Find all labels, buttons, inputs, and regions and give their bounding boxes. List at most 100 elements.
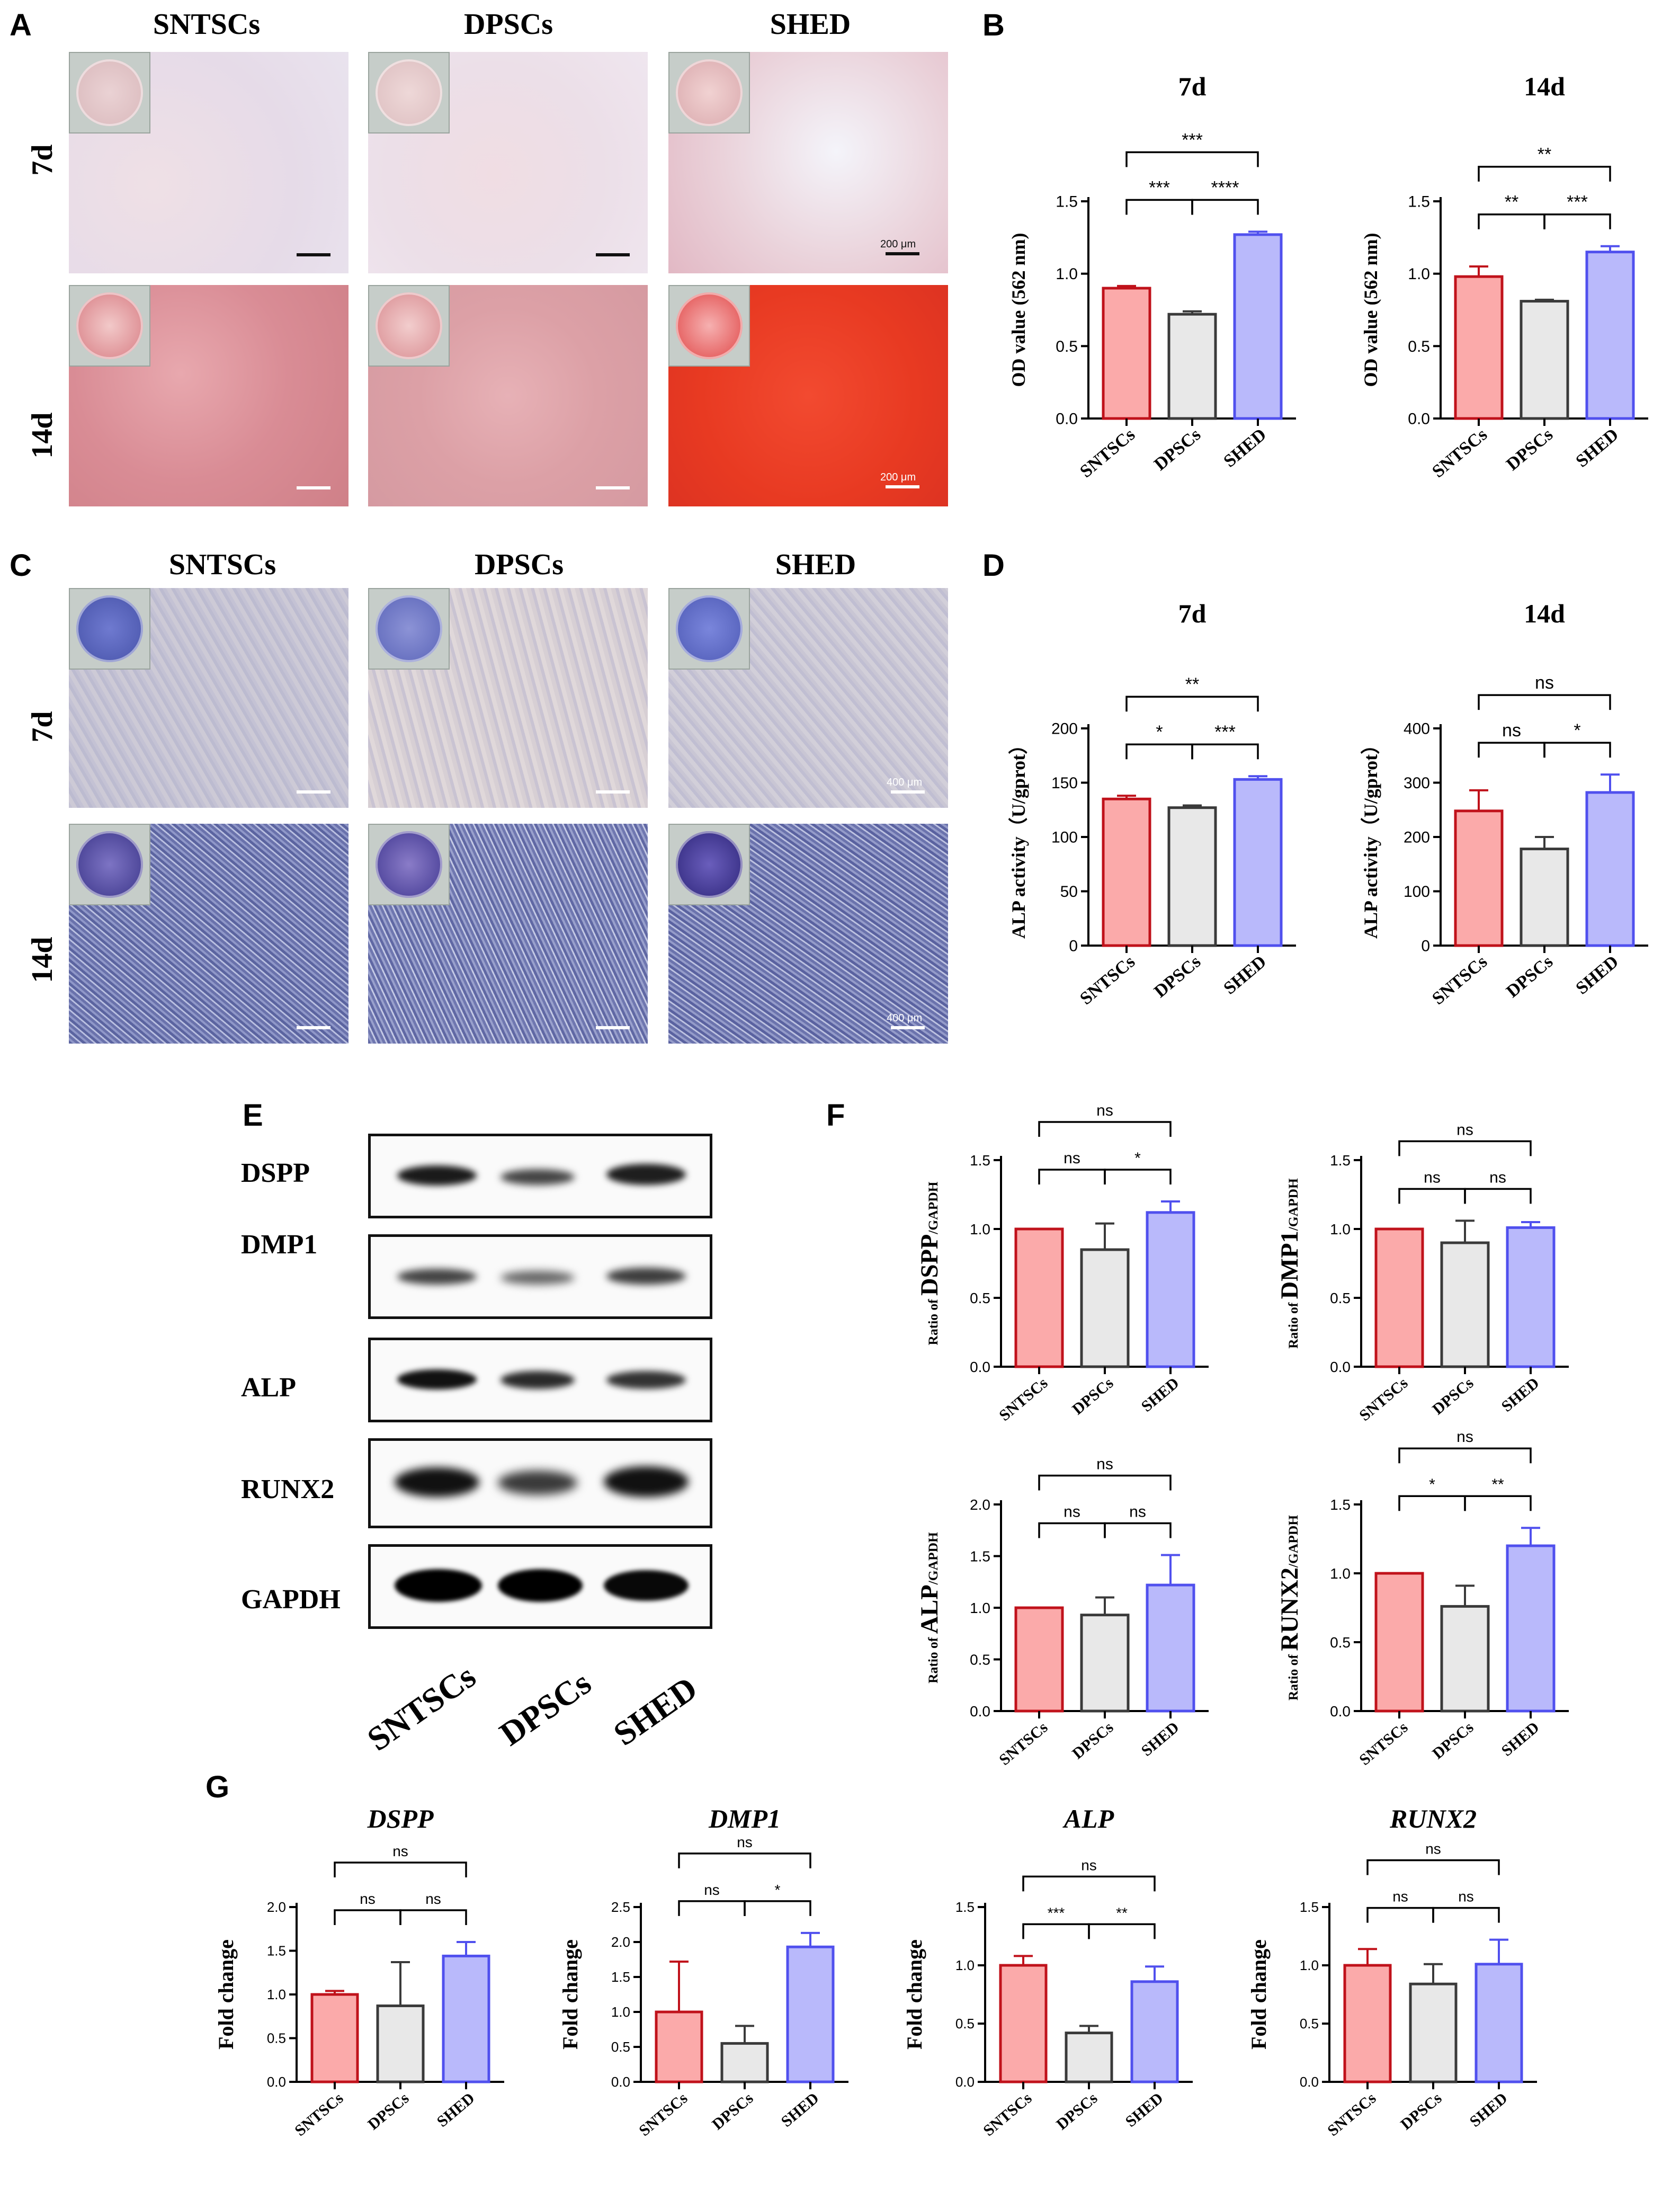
panel-label-e: E [243, 1098, 263, 1133]
chart-title: 14d [1524, 599, 1565, 628]
y-tick-label: 1.5 [611, 1969, 630, 1985]
significance-label: * [1429, 1476, 1435, 1493]
c-col-title-dpscs: DPSCs [474, 548, 564, 581]
chart-b-7d: 7d 0.0 0.5 1.0 1.5 OD value (562 nm) SNTSCs DPS… [1008, 72, 1296, 482]
x-tick-label: DPSCs [1503, 952, 1557, 1002]
y-tick-label: 0.5 [970, 1290, 990, 1306]
y-tick-label: 100 [1404, 883, 1430, 901]
x-tick-label: SNTSCs [996, 1718, 1051, 1769]
significance-label: ns [425, 1891, 441, 1907]
dish-inset [368, 824, 450, 905]
significance-bracket [1191, 743, 1259, 760]
x-tick-label: DPSCs [1397, 2089, 1445, 2133]
significance-label: ** [1491, 1476, 1504, 1493]
x-tick-label: SHED [1498, 1718, 1543, 1760]
significance-bracket [1038, 1474, 1172, 1491]
y-axis-label: Fold change [214, 1939, 238, 2050]
significance-label: * [1156, 722, 1163, 742]
scale-bar [596, 253, 630, 256]
significance-bracket [1398, 1140, 1532, 1156]
micrograph-a-shed-7d: 200 μm [668, 52, 948, 273]
bar [1440, 1241, 1490, 1368]
significance-label: *** [1149, 177, 1170, 198]
significance-bracket [1125, 743, 1193, 760]
significance-label: *** [1048, 1904, 1065, 1921]
scale-bar [891, 1026, 925, 1029]
significance-label: ns [1456, 1428, 1473, 1446]
bar [1585, 791, 1635, 947]
y-axis-label-part: Ratio of [1285, 1651, 1301, 1700]
y-tick-label: 1.0 [267, 1987, 286, 2002]
micrograph-a-dpscs-7d [368, 52, 648, 273]
wb-band [397, 1165, 477, 1186]
micrograph-a-sntscs-14d [69, 285, 348, 506]
significance-label: ns [1425, 1841, 1441, 1857]
bar [1130, 1980, 1179, 2083]
significance-bracket [678, 1900, 746, 1916]
bar [1080, 1614, 1130, 1713]
y-tick-label: 1.5 [1330, 1497, 1351, 1513]
chart-b-14d: 14d 0.0 0.5 1.0 1.5 OD value (562 nm) SNTSCs DP… [1360, 72, 1648, 482]
c-col-title-shed: SHED [775, 548, 856, 581]
wb-blot-alp [368, 1338, 712, 1422]
y-tick-label: 2.0 [267, 1899, 286, 1915]
dish-inset [69, 285, 150, 367]
y-tick-label: 0.0 [611, 2074, 630, 2090]
significance-label: ** [1185, 674, 1199, 694]
y-axis-label-part: /GAPDH [925, 1532, 941, 1585]
y-tick-label: 200 [1404, 829, 1430, 847]
wb-label-runx2: RUNX2 [241, 1474, 335, 1504]
significance-bracket [1125, 199, 1193, 215]
x-tick-label: SNTSCs [980, 2089, 1035, 2140]
y-tick-label: 0.0 [970, 1359, 990, 1375]
scale-bar [297, 486, 330, 489]
scale-bar [891, 790, 925, 794]
y-axis-label-part: DSPP [916, 1234, 943, 1296]
x-tick-label: DPSCs [1150, 952, 1204, 1002]
wb-blot-dmp1 [368, 1234, 712, 1319]
panel-label-f: F [826, 1098, 845, 1133]
x-tick-label: DPSCs [1503, 425, 1557, 475]
significance-bracket [1104, 1522, 1172, 1538]
significance-label: ns [1456, 1121, 1473, 1138]
wb-lane-shed: SHED [606, 1669, 704, 1753]
bar [310, 1993, 359, 2083]
significance-label: *** [1214, 722, 1236, 742]
significance-bracket [1432, 1907, 1500, 1923]
significance-bracket [334, 1861, 467, 1877]
chart-f-alp: 0.0 0.5 1.0 1.5 2.0 Ratio of ALP/GAPDH SNTSCs D… [916, 1456, 1209, 1769]
y-axis-label-part: Ratio of [925, 1634, 941, 1683]
micrograph-a-sntscs-7d [69, 52, 348, 273]
scale-bar [886, 485, 919, 488]
x-tick-label: SNTSCs [1356, 1374, 1411, 1424]
y-tick-label: 1.5 [1330, 1152, 1351, 1169]
significance-bracket [1125, 151, 1259, 167]
y-tick-label: 400 [1404, 720, 1430, 738]
chart-title: DMP1 [708, 1804, 781, 1833]
scale-bar-label: 400 μm [887, 777, 923, 788]
y-tick-label: 0.0 [1330, 1359, 1351, 1375]
chart-title: 7d [1178, 72, 1207, 101]
dish-inset [668, 52, 750, 133]
y-tick-label: 0.0 [1056, 411, 1078, 428]
significance-label: ns [1096, 1102, 1113, 1119]
a-row-title-7d: 7d [26, 144, 59, 176]
x-tick-label: DPSCs [1429, 1718, 1477, 1762]
panel-label-a: A [10, 8, 32, 42]
bar [1475, 1963, 1523, 2083]
bar [1343, 1964, 1392, 2083]
significance-label: ** [1116, 1904, 1128, 1921]
y-tick-label: 0.5 [970, 1651, 990, 1668]
y-tick-label: 0.0 [1330, 1703, 1351, 1720]
significance-bracket [1038, 1121, 1172, 1137]
c-row-title-7d: 7d [26, 711, 59, 743]
y-axis-label: Ratio of DMP1/GAPDH [1276, 1178, 1303, 1349]
y-axis-label-part: DMP1 [1276, 1231, 1303, 1299]
significance-bracket [1543, 742, 1611, 758]
x-tick-label: DPSCs [1429, 1374, 1477, 1418]
chart-title: ALP [1062, 1804, 1114, 1833]
bar [376, 2004, 425, 2083]
chart-f-runx2: 0.0 0.5 1.0 1.5 Ratio of RUNX2/GAPDH SNTSCs DP… [1276, 1428, 1569, 1769]
significance-bracket [1191, 199, 1259, 215]
chart-g-runx2: RUNX2 0.0 0.5 1.0 1.5 Fold change SNTSCs DPSCs S… [1247, 1804, 1537, 2140]
